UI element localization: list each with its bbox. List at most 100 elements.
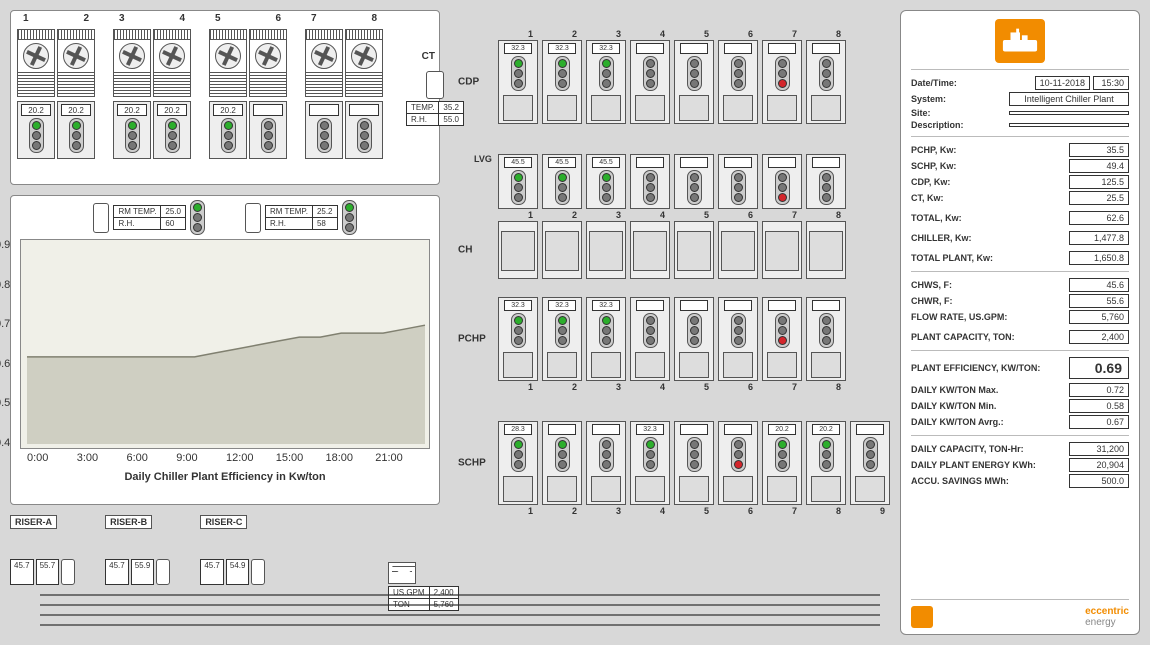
cdp-cell-4[interactable]: 4 xyxy=(630,40,670,124)
schp-cell-8[interactable]: 820.2 xyxy=(806,421,846,505)
time-value: 15:30 xyxy=(1093,76,1129,90)
system-value: Intelligent Chiller Plant xyxy=(1009,92,1129,106)
envelope-icon xyxy=(388,562,416,584)
cdp-cell-1[interactable]: 132.3 xyxy=(498,40,538,124)
daily-min: 0.58 xyxy=(1069,399,1129,413)
footer-logos: eccentric energy xyxy=(911,599,1129,628)
pchp-cell-3[interactable]: 332.3 xyxy=(586,297,626,381)
lvg-cell-7[interactable] xyxy=(762,154,802,209)
savings: 500.0 xyxy=(1069,474,1129,488)
schp-cell-4[interactable]: 432.3 xyxy=(630,421,670,505)
ch-cell-7[interactable]: 7 xyxy=(762,221,802,279)
ch-cell-8[interactable]: 8 xyxy=(806,221,846,279)
cdp-cell-5[interactable]: 5 xyxy=(674,40,714,124)
room-readout-2: RM TEMP.25.2R.H.58 xyxy=(245,200,357,235)
daily-cap: 31,200 xyxy=(1069,442,1129,456)
info-panel: Date/Time: 10-11-2018 15:30 System: Inte… xyxy=(900,10,1140,635)
schp-cell-3[interactable]: 3 xyxy=(586,421,626,505)
thermometer-icon xyxy=(251,559,265,585)
ct-unit-3[interactable]: 320.2 xyxy=(113,15,151,159)
schp-cell-2[interactable]: 2 xyxy=(542,421,582,505)
pchp-cell-8[interactable]: 8 xyxy=(806,297,846,381)
schp-cell-5[interactable]: 5 xyxy=(674,421,714,505)
pchp-cell-5[interactable]: 5 xyxy=(674,297,714,381)
ct-kw: 25.5 xyxy=(1069,191,1129,205)
desc-value xyxy=(1009,123,1129,127)
cdp-kw: 125.5 xyxy=(1069,175,1129,189)
lvg-cell-8[interactable] xyxy=(806,154,846,209)
ct-unit-5[interactable]: 520.2 xyxy=(209,15,247,159)
pchp-cell-6[interactable]: 6 xyxy=(718,297,758,381)
chart-panel: RM TEMP.25.0R.H.60 RM TEMP.25.2R.H.58 0.4… xyxy=(10,195,440,505)
ch-cell-2[interactable]: 2 xyxy=(542,221,582,279)
cdp-cell-8[interactable]: 8 xyxy=(806,40,846,124)
chws: 45.6 xyxy=(1069,278,1129,292)
efficiency-chart: 0.40.50.60.70.80.90:003:006:009:0012:001… xyxy=(20,239,430,449)
ct-unit-6[interactable]: 6 xyxy=(249,15,287,159)
ch-cell-6[interactable]: 6 xyxy=(718,221,758,279)
daily-avg: 0.67 xyxy=(1069,415,1129,429)
schp-cell-7[interactable]: 720.2 xyxy=(762,421,802,505)
ct-unit-7[interactable]: 7 xyxy=(305,15,343,159)
total-plant-kw: 1,650.8 xyxy=(1069,251,1129,265)
pchp-kw: 35.5 xyxy=(1069,143,1129,157)
flow-summary: US.GPM2,400 TON5,760 xyxy=(388,562,459,611)
ch-row: CH12345678 xyxy=(460,221,890,279)
daily-max: 0.72 xyxy=(1069,383,1129,397)
ct-unit-8[interactable]: 8 xyxy=(345,15,383,159)
ch-cell-4[interactable]: 4 xyxy=(630,221,670,279)
cooling-tower-panel: CT 120.2220.2320.2420.2520.26 7 8 TEMP.3… xyxy=(10,10,440,185)
pchp-cell-4[interactable]: 4 xyxy=(630,297,670,381)
equipment-diagram: CDP132.3232.3332.34 5 6 7 8 LVG45.545.54… xyxy=(460,10,890,635)
cdp-cell-6[interactable]: 6 xyxy=(718,40,758,124)
lvg-row: LVG45.545.545.5 xyxy=(460,154,890,209)
plant-icon xyxy=(1001,26,1039,56)
schp-kw: 49.4 xyxy=(1069,159,1129,173)
lvg-cell-2[interactable]: 45.5 xyxy=(542,154,582,209)
ambient-readout: TEMP.35.2 R.H.55.0 xyxy=(406,71,464,126)
lvg-cell-1[interactable]: 45.5 xyxy=(498,154,538,209)
riser-riser-b: RISER-B45.755.9 xyxy=(105,515,170,585)
pchp-cell-1[interactable]: 132.3 xyxy=(498,297,538,381)
lvg-cell-5[interactable] xyxy=(674,154,714,209)
schp-cell-6[interactable]: 6 xyxy=(718,421,758,505)
brand-mark-icon xyxy=(911,606,933,628)
total-kw: 62.6 xyxy=(1069,211,1129,225)
thermometer-icon xyxy=(93,203,109,233)
riser-panel: RISER-A45.755.7RISER-B45.755.9RISER-C45.… xyxy=(10,515,440,615)
ch-cell-1[interactable]: 1 xyxy=(498,221,538,279)
riser-riser-a: RISER-A45.755.7 xyxy=(10,515,75,585)
plant-cap: 2,400 xyxy=(1069,330,1129,344)
pchp-cell-7[interactable]: 7 xyxy=(762,297,802,381)
ct-unit-4[interactable]: 420.2 xyxy=(153,15,191,159)
thermometer-icon xyxy=(245,203,261,233)
cdp-cell-7[interactable]: 7 xyxy=(762,40,802,124)
ch-cell-3[interactable]: 3 xyxy=(586,221,626,279)
daily-energy: 20,904 xyxy=(1069,458,1129,472)
ch-cell-5[interactable]: 5 xyxy=(674,221,714,279)
thermometer-icon xyxy=(156,559,170,585)
ct-label: CT xyxy=(422,51,435,62)
ct-unit-1[interactable]: 120.2 xyxy=(17,15,55,159)
chwr: 55.6 xyxy=(1069,294,1129,308)
chart-title: Daily Chiller Plant Efficiency in Kw/ton xyxy=(17,471,433,483)
ct-unit-2[interactable]: 220.2 xyxy=(57,15,95,159)
lvg-cell-4[interactable] xyxy=(630,154,670,209)
flow-rate: 5,760 xyxy=(1069,310,1129,324)
thermometer-icon xyxy=(61,559,75,585)
schp-cell-1[interactable]: 128.3 xyxy=(498,421,538,505)
plant-logo xyxy=(911,19,1129,63)
pchp-cell-2[interactable]: 232.3 xyxy=(542,297,582,381)
cdp-cell-2[interactable]: 232.3 xyxy=(542,40,582,124)
lvg-cell-6[interactable] xyxy=(718,154,758,209)
plant-eff: 0.69 xyxy=(1069,357,1129,379)
date-value: 10-11-2018 xyxy=(1035,76,1090,90)
cdp-cell-3[interactable]: 332.3 xyxy=(586,40,626,124)
lvg-cell-3[interactable]: 45.5 xyxy=(586,154,626,209)
kv-datetime: Date/Time: 10-11-2018 15:30 xyxy=(911,76,1129,90)
schp-cell-9[interactable]: 9 xyxy=(850,421,890,505)
sum-gpm: 2,400 xyxy=(429,587,458,599)
cdp-row: CDP132.3232.3332.34 5 6 7 8 xyxy=(460,40,890,124)
room-readout-1: RM TEMP.25.0R.H.60 xyxy=(93,200,205,235)
thermometer-icon xyxy=(426,71,444,99)
